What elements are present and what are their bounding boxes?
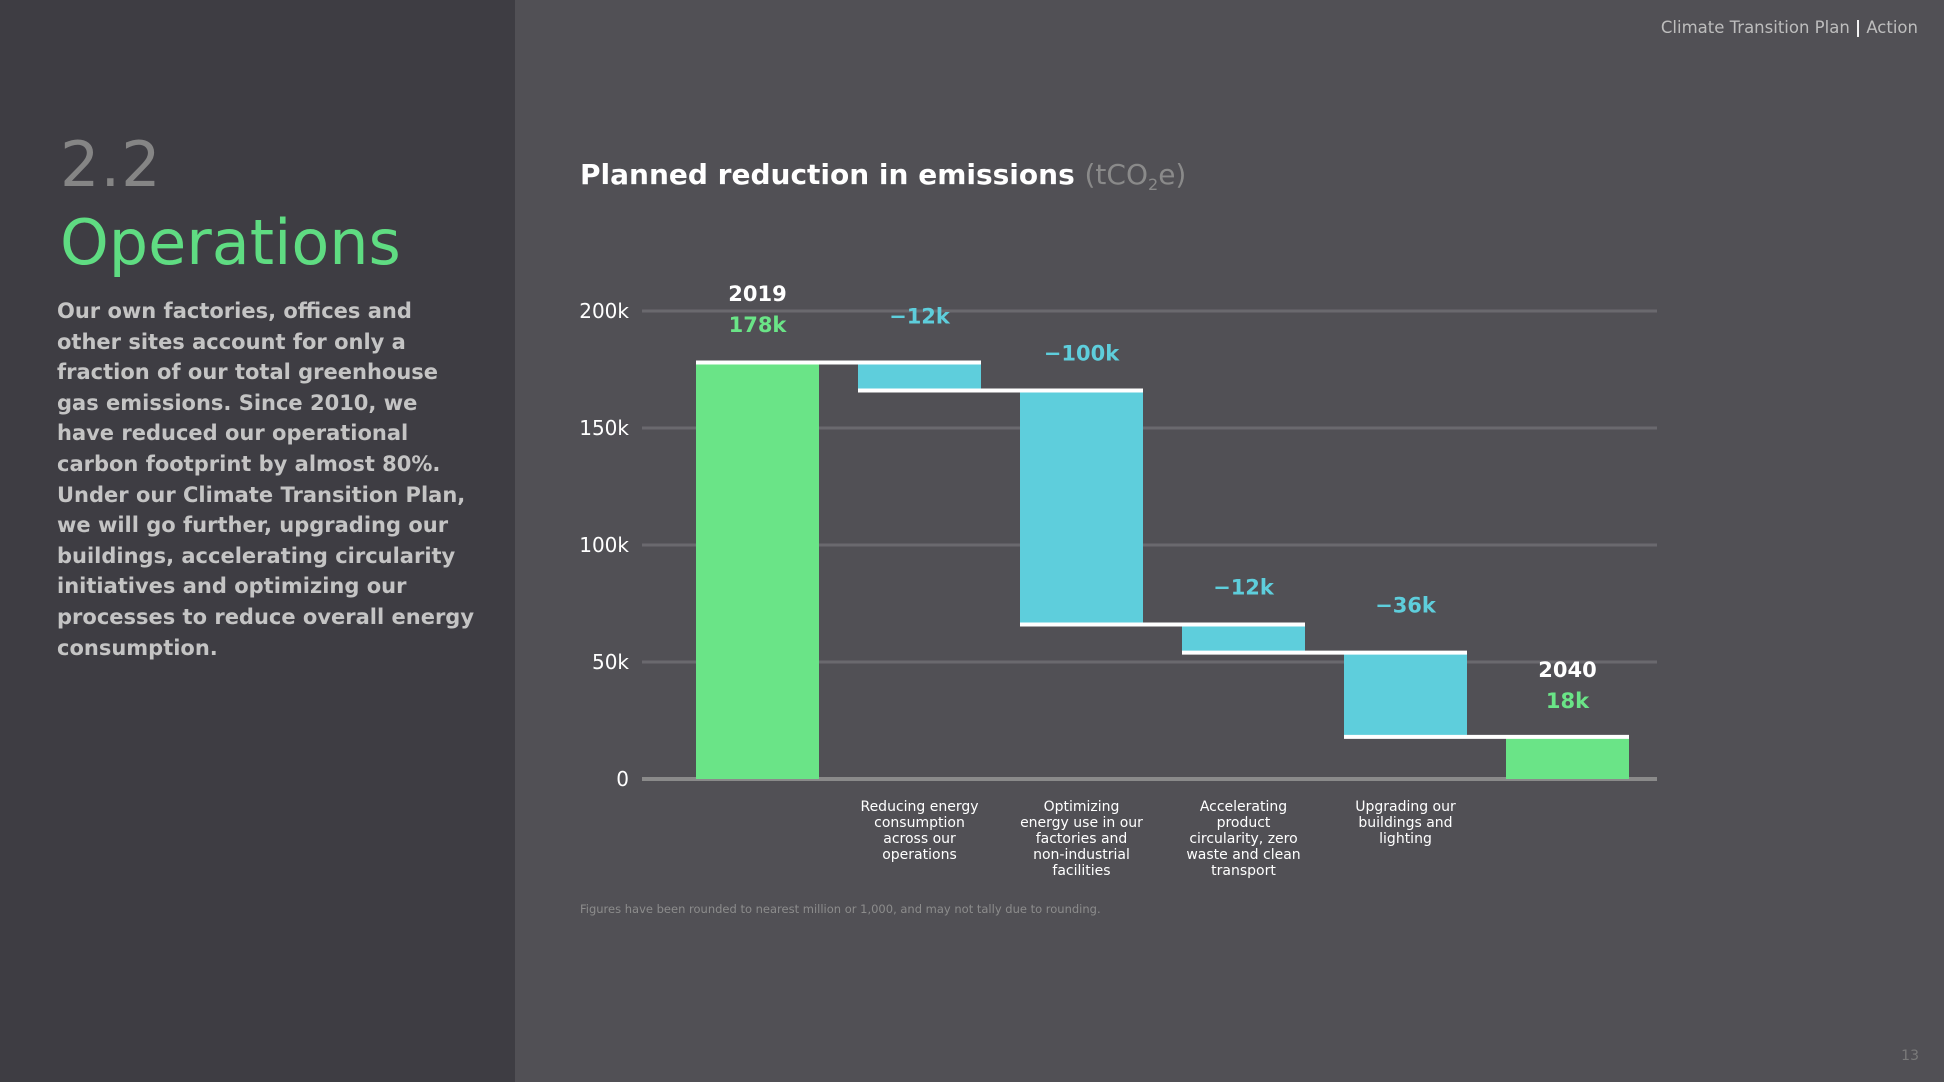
- y-tick-label: 0: [616, 767, 629, 791]
- reduction-bar: [858, 362, 981, 391]
- category-label: product: [1217, 815, 1271, 831]
- category-label: across our: [883, 831, 956, 847]
- chart-title: Planned reduction in emissions (tCO2e): [580, 158, 1186, 194]
- category-label: lighting: [1379, 831, 1432, 847]
- delta-label: −12k: [1213, 576, 1275, 600]
- category-label: circularity, zero: [1189, 831, 1297, 847]
- reduction-bar: [1344, 652, 1467, 737]
- category-label: Optimizing: [1044, 799, 1120, 815]
- unit-subscript: 2: [1148, 175, 1159, 194]
- header-breadcrumb: Climate Transition Plan | Action: [1661, 18, 1918, 37]
- category-label: Upgrading our: [1355, 799, 1456, 815]
- category-label: operations: [882, 847, 957, 863]
- category-label: energy use in our: [1020, 815, 1143, 831]
- section-number: 2.2: [60, 128, 162, 201]
- page-number: 13: [1901, 1048, 1919, 1064]
- chart-title-unit: (tCO2e): [1084, 158, 1187, 194]
- y-tick-label: 100k: [579, 533, 629, 557]
- reduction-bar: [1182, 624, 1305, 653]
- year-label: 2040: [1538, 658, 1596, 682]
- category-label: consumption: [874, 815, 965, 831]
- reduction-bar: [1020, 390, 1143, 625]
- section-title: Operations: [60, 206, 401, 279]
- breadcrumb-doc: Climate Transition Plan: [1660, 18, 1850, 37]
- footnote: Figures have been rounded to nearest mil…: [580, 902, 1101, 916]
- chart-title-main: Planned reduction in emissions: [580, 158, 1075, 191]
- delta-label: −100k: [1044, 342, 1120, 366]
- total-bar: [1506, 736, 1629, 779]
- unit-close: e): [1158, 158, 1187, 191]
- category-label: non-industrial: [1033, 847, 1130, 863]
- left-panel: 2.2 Operations Our own factories, office…: [0, 0, 515, 1082]
- intro-paragraph: Our own factories, offices and other sit…: [57, 299, 475, 660]
- year-label: 2019: [728, 282, 786, 306]
- category-label: Reducing energy: [860, 799, 978, 815]
- unit-open: (tCO: [1084, 158, 1149, 191]
- category-label: factories and: [1036, 831, 1128, 847]
- y-tick-label: 150k: [579, 416, 629, 440]
- value-label: 178k: [729, 313, 788, 337]
- category-label: facilities: [1052, 863, 1110, 879]
- category-label: waste and clean: [1186, 847, 1300, 863]
- category-label: transport: [1211, 863, 1276, 879]
- category-label: buildings and: [1358, 815, 1452, 831]
- y-tick-label: 200k: [579, 299, 629, 323]
- breadcrumb-separator: |: [1855, 18, 1862, 37]
- total-bar: [696, 362, 819, 779]
- category-label: Accelerating: [1200, 799, 1287, 815]
- breadcrumb-section: Action: [1866, 18, 1918, 37]
- delta-label: −36k: [1375, 594, 1437, 618]
- delta-label: −12k: [889, 304, 951, 328]
- value-label: 18k: [1546, 689, 1590, 713]
- y-tick-label: 50k: [592, 650, 629, 674]
